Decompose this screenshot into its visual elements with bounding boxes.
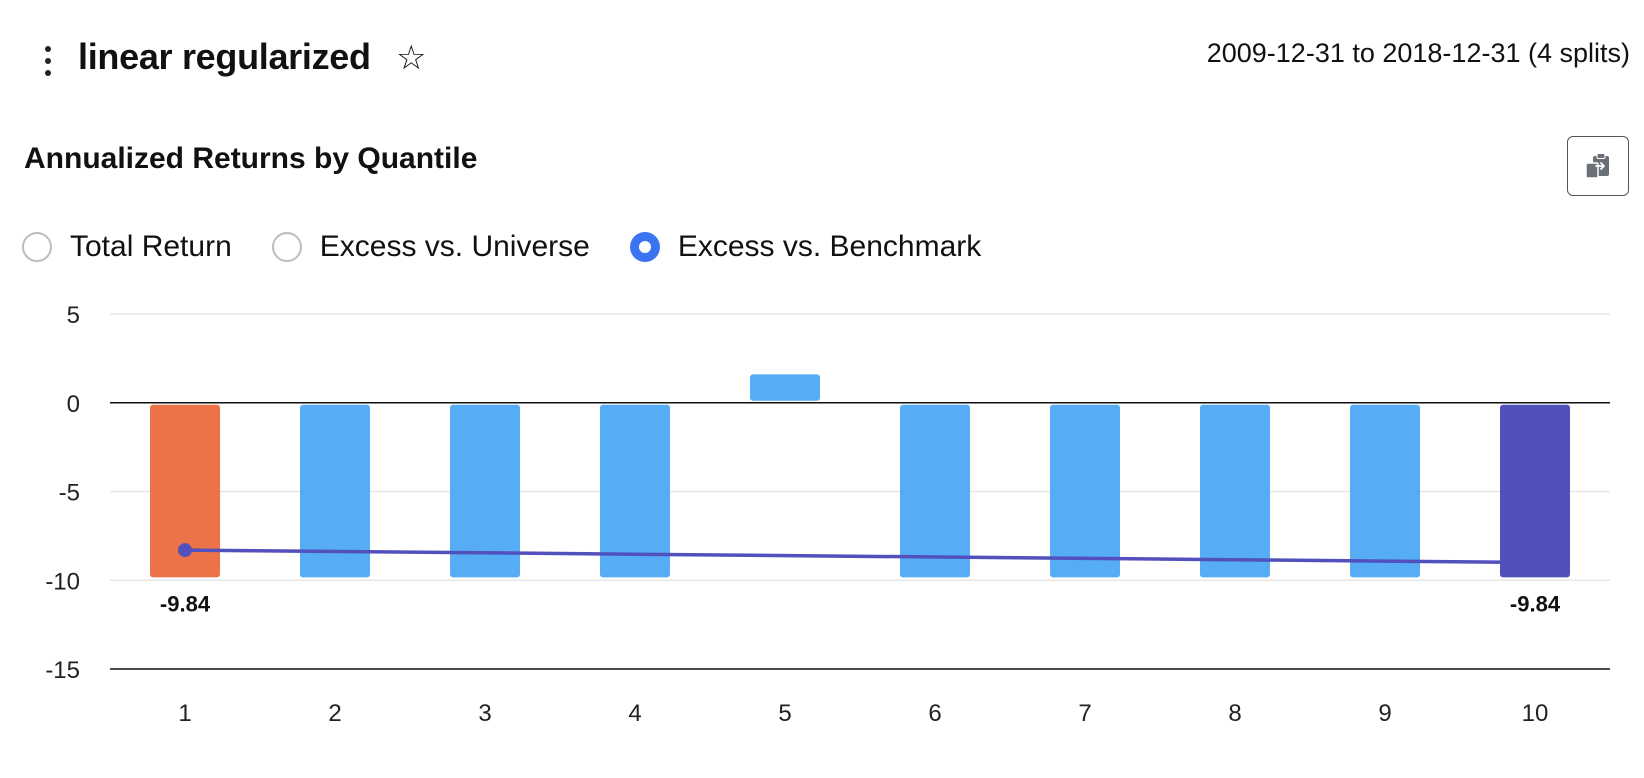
y-tick-label: -10 xyxy=(45,568,80,595)
x-tick-label: 6 xyxy=(928,700,941,727)
x-tick-label: 4 xyxy=(628,700,641,727)
header: linear regularized ☆ 2009-12-31 to 2018-… xyxy=(0,0,1644,110)
bar-q10 xyxy=(1500,404,1570,578)
x-tick-label: 3 xyxy=(478,700,491,727)
return-type-radio-group: Total Return Excess vs. Universe Excess … xyxy=(22,230,1021,264)
bar-q2 xyxy=(300,404,370,578)
bar-q7 xyxy=(1050,404,1120,578)
x-tick-label: 8 xyxy=(1228,700,1241,727)
bar-q6 xyxy=(900,404,970,578)
more-options-icon[interactable] xyxy=(40,46,56,76)
bar-q8 xyxy=(1200,404,1270,578)
bar-q5 xyxy=(750,374,820,401)
bar-value-label: -9.84 xyxy=(160,591,211,616)
bar-value-label: -9.84 xyxy=(1510,591,1561,616)
x-tick-label: 7 xyxy=(1078,700,1091,727)
radio-excess-vs-universe[interactable]: Excess vs. Universe xyxy=(271,230,590,264)
favorite-star-icon[interactable]: ☆ xyxy=(396,38,427,78)
radio-button-selected[interactable] xyxy=(629,232,660,262)
copy-to-clipboard-button[interactable] xyxy=(1567,136,1629,196)
radio-button[interactable] xyxy=(271,232,302,262)
section-title: Annualized Returns by Quantile xyxy=(24,142,478,175)
returns-bar-chart: 5 0 -5 -10 -15 -9.84 -9.84 1 2 3 4 5 6 7 8 9 10 xyxy=(45,302,1610,727)
trend-line-start-point xyxy=(178,543,192,558)
radio-label: Total Return xyxy=(70,230,232,263)
x-tick-label: 5 xyxy=(778,700,791,727)
radio-total-return[interactable]: Total Return xyxy=(22,230,232,264)
radio-button[interactable] xyxy=(22,232,52,262)
bar-q3 xyxy=(450,404,520,578)
x-tick-label: 9 xyxy=(1378,700,1391,727)
y-tick-label: 0 xyxy=(67,391,80,418)
model-title: linear regularized xyxy=(78,36,371,77)
radio-label: Excess vs. Benchmark xyxy=(677,230,982,263)
radio-label: Excess vs. Universe xyxy=(319,230,590,263)
trend-line xyxy=(184,548,1536,565)
bar-q1 xyxy=(150,404,220,578)
y-tick-label: -15 xyxy=(45,657,80,684)
x-tick-label: 10 xyxy=(1522,700,1549,727)
clipboard-icon xyxy=(1585,153,1609,179)
bar-q9 xyxy=(1350,404,1420,578)
radio-excess-vs-benchmark[interactable]: Excess vs. Benchmark xyxy=(629,230,982,264)
date-range: 2009-12-31 to 2018-12-31 (4 splits) xyxy=(1206,38,1630,68)
x-tick-label: 1 xyxy=(178,700,191,727)
x-tick-label: 2 xyxy=(328,700,341,727)
y-tick-label: -5 xyxy=(59,480,80,507)
bar-q4 xyxy=(600,404,670,578)
y-tick-label: 5 xyxy=(67,302,80,329)
